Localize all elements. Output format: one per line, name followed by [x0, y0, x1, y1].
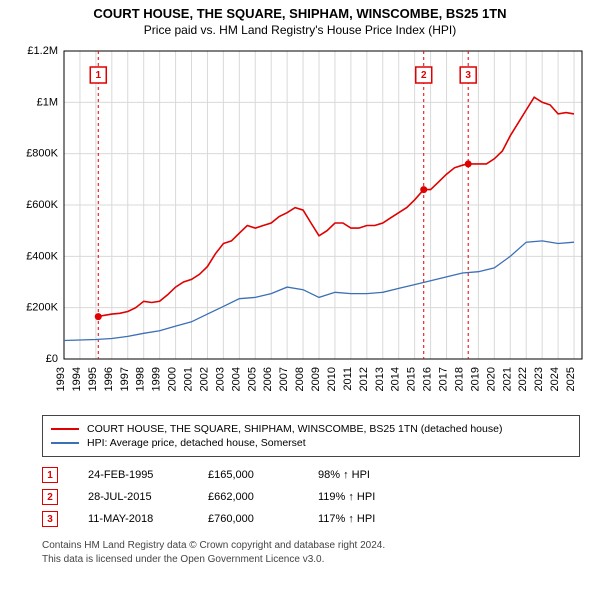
footer-line-1: Contains HM Land Registry data © Crown c…: [42, 539, 580, 553]
footer-line-2: This data is licensed under the Open Gov…: [42, 553, 580, 567]
sales-row: 3 11-MAY-2018 £760,000 117% ↑ HPI: [42, 511, 580, 527]
legend-swatch: [51, 442, 79, 444]
sales-price: £662,000: [208, 491, 288, 503]
legend-label: COURT HOUSE, THE SQUARE, SHIPHAM, WINSCO…: [87, 423, 502, 435]
chart-subtitle: Price paid vs. HM Land Registry's House …: [0, 23, 600, 37]
sale-marker-number: 3: [465, 70, 471, 81]
sales-table: 1 24-FEB-1995 £165,000 98% ↑ HPI 2 28-JUL-201…: [42, 467, 580, 527]
legend-swatch: [51, 428, 79, 430]
sale-marker-number: 1: [95, 70, 101, 81]
x-tick-label: 1999: [151, 367, 163, 391]
x-tick-label: 2023: [533, 367, 545, 391]
x-tick-label: 2000: [167, 367, 179, 391]
chart-title: COURT HOUSE, THE SQUARE, SHIPHAM, WINSCO…: [0, 6, 600, 21]
sales-marker: 3: [42, 511, 58, 527]
x-tick-label: 2014: [390, 367, 402, 391]
x-tick-label: 2017: [438, 367, 450, 391]
x-tick-label: 2015: [406, 367, 418, 391]
legend-row: HPI: Average price, detached house, Some…: [51, 437, 571, 449]
sales-marker: 1: [42, 467, 58, 483]
sales-date: 28-JUL-2015: [88, 491, 178, 503]
plot-area: £0 £200K £400K £600K £800K £1M £1.2M 1993 1994 19…: [20, 45, 590, 405]
x-tick-label: 2003: [214, 367, 226, 391]
y-tick-label: £1M: [37, 96, 58, 108]
x-tick-label: 1996: [103, 367, 115, 391]
sales-price: £760,000: [208, 513, 288, 525]
x-tick-label: 1998: [135, 367, 147, 391]
sales-hpi: 117% ↑ HPI: [318, 513, 418, 525]
x-tick-label: 2020: [485, 367, 497, 391]
x-tick-label: 2005: [246, 367, 258, 391]
x-tick-label: 2024: [549, 367, 561, 391]
y-tick-label: £1.2M: [27, 45, 58, 57]
x-tick-label: 1993: [55, 367, 67, 391]
series-property: [98, 97, 574, 316]
x-tick-label: 2001: [183, 367, 195, 391]
chart-svg: £0 £200K £400K £600K £800K £1M £1.2M 1993 1994 19…: [20, 45, 590, 405]
y-tick-label: £0: [46, 353, 58, 365]
sales-price: £165,000: [208, 469, 288, 481]
sales-date: 11-MAY-2018: [88, 513, 178, 525]
x-tick-label: 2025: [565, 367, 577, 391]
sales-hpi: 98% ↑ HPI: [318, 469, 418, 481]
x-tick-label: 2019: [469, 367, 481, 391]
x-tick-label: 2008: [294, 367, 306, 391]
legend-label: HPI: Average price, detached house, Some…: [87, 437, 306, 449]
x-tick-label: 1994: [71, 367, 83, 391]
x-tick-label: 1995: [87, 367, 99, 391]
y-tick-label: £200K: [26, 302, 58, 314]
x-tick-label: 2009: [310, 367, 322, 391]
y-tick-label: £600K: [26, 199, 58, 211]
x-tick-label: 2018: [453, 367, 465, 391]
x-tick-label: 1997: [119, 367, 131, 391]
sales-marker: 2: [42, 489, 58, 505]
sales-row: 2 28-JUL-2015 £662,000 119% ↑ HPI: [42, 489, 580, 505]
x-tick-label: 2013: [374, 367, 386, 391]
x-tick-label: 2011: [342, 367, 354, 391]
x-tick-label: 2004: [230, 367, 242, 391]
x-tick-label: 2007: [278, 367, 290, 391]
y-tick-label: £800K: [26, 148, 58, 160]
x-tick-label: 2002: [198, 367, 210, 391]
x-tick-label: 2010: [326, 367, 338, 391]
x-tick-label: 2006: [262, 367, 274, 391]
legend: COURT HOUSE, THE SQUARE, SHIPHAM, WINSCO…: [42, 415, 580, 457]
title-block: COURT HOUSE, THE SQUARE, SHIPHAM, WINSCO…: [0, 0, 600, 45]
footer: Contains HM Land Registry data © Crown c…: [42, 539, 580, 566]
sales-row: 1 24-FEB-1995 £165,000 98% ↑ HPI: [42, 467, 580, 483]
sales-hpi: 119% ↑ HPI: [318, 491, 418, 503]
sale-marker-number: 2: [421, 70, 427, 81]
x-tick-label: 2022: [517, 367, 529, 391]
x-tick-label: 2012: [358, 367, 370, 391]
chart-container: COURT HOUSE, THE SQUARE, SHIPHAM, WINSCO…: [0, 0, 600, 566]
sales-date: 24-FEB-1995: [88, 469, 178, 481]
y-tick-label: £400K: [26, 250, 58, 262]
legend-row: COURT HOUSE, THE SQUARE, SHIPHAM, WINSCO…: [51, 423, 571, 435]
x-tick-label: 2016: [422, 367, 434, 391]
x-tick-label: 2021: [501, 367, 513, 391]
